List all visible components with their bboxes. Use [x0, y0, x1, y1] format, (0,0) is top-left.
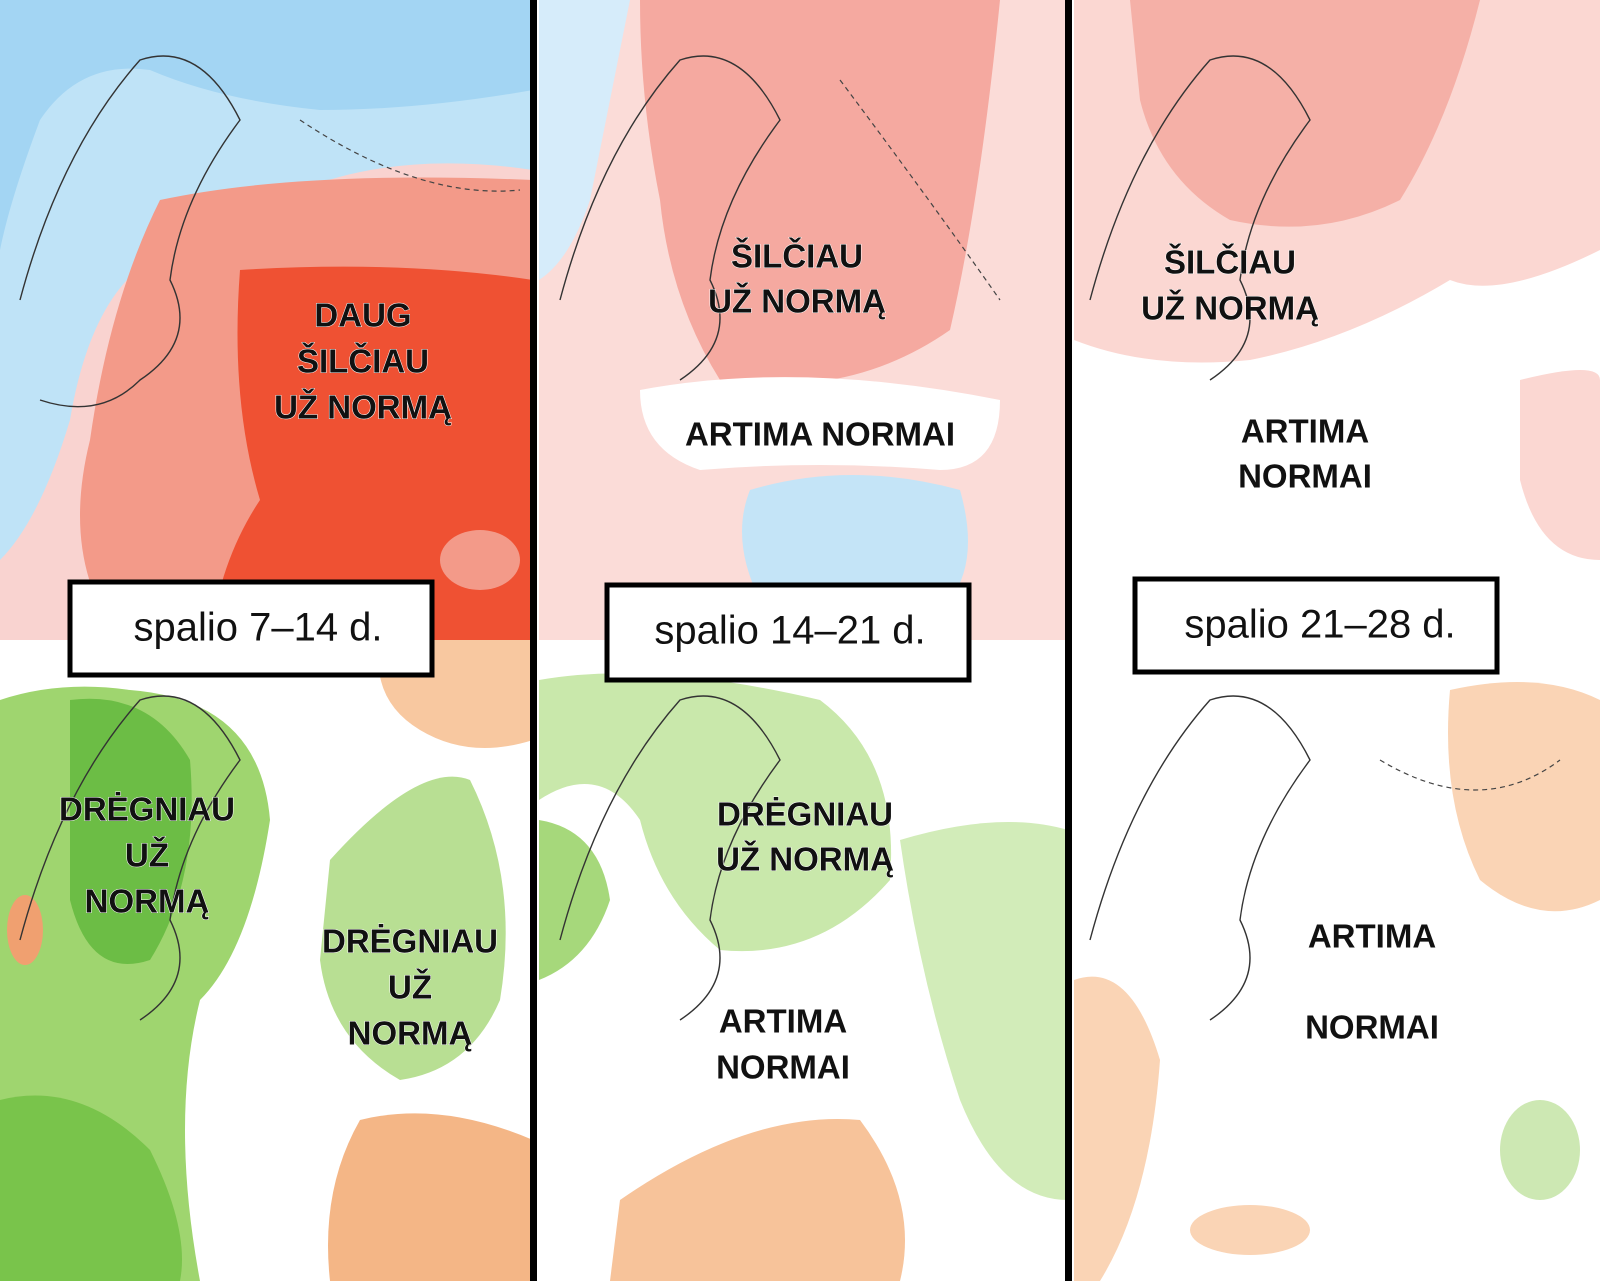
temperature-map-1 [0, 0, 533, 640]
period-label: spalio 21–28 d. [1184, 603, 1455, 647]
map-label: UŽ NORMĄ [716, 841, 894, 878]
map-label: UŽ [125, 837, 169, 874]
map-label: DRĖGNIAU [322, 923, 498, 960]
map-label: NORMAI [1305, 1009, 1439, 1046]
map-label: NORMĄ [348, 1015, 473, 1052]
map-label: DRĖGNIAU [59, 791, 235, 828]
precipitation-map-2 [539, 640, 1068, 1281]
precipitation-map-3 [1074, 640, 1600, 1281]
map-label: UŽ NORMĄ [1141, 290, 1319, 327]
coastlines [19, 55, 1561, 1021]
temperature-map-2 [539, 0, 1068, 640]
date-box [604, 582, 972, 683]
date-box [67, 579, 435, 678]
map-label: UŽ NORMĄ [708, 283, 886, 320]
period-label: spalio 7–14 d. [133, 606, 382, 650]
temperature-map-3 [1074, 0, 1600, 640]
map-label: UŽ NORMĄ [274, 389, 452, 426]
map-label: ŠILČIAU [297, 342, 429, 380]
map-label: ARTIMA [1308, 918, 1436, 955]
map-label: ŠILČIAU [731, 237, 863, 275]
date-box [1132, 576, 1500, 675]
map-label: NORMAI [1238, 458, 1372, 495]
divider [1065, 0, 1072, 1281]
map-label: ARTIMA NORMAI [685, 416, 955, 453]
map-label: DAUG [314, 297, 411, 334]
map-label: ARTIMA [719, 1003, 847, 1040]
map-label: UŽ [388, 969, 432, 1006]
map-label: ARTIMA [1241, 413, 1369, 450]
map-label: NORMĄ [85, 883, 210, 920]
map-label: ŠILČIAU [1164, 243, 1296, 281]
period-label: spalio 14–21 d. [654, 609, 925, 653]
divider [530, 0, 537, 1281]
map-label: NORMAI [716, 1049, 850, 1086]
precipitation-map-1 [0, 640, 533, 1281]
map-label: DRĖGNIAU [717, 796, 893, 833]
